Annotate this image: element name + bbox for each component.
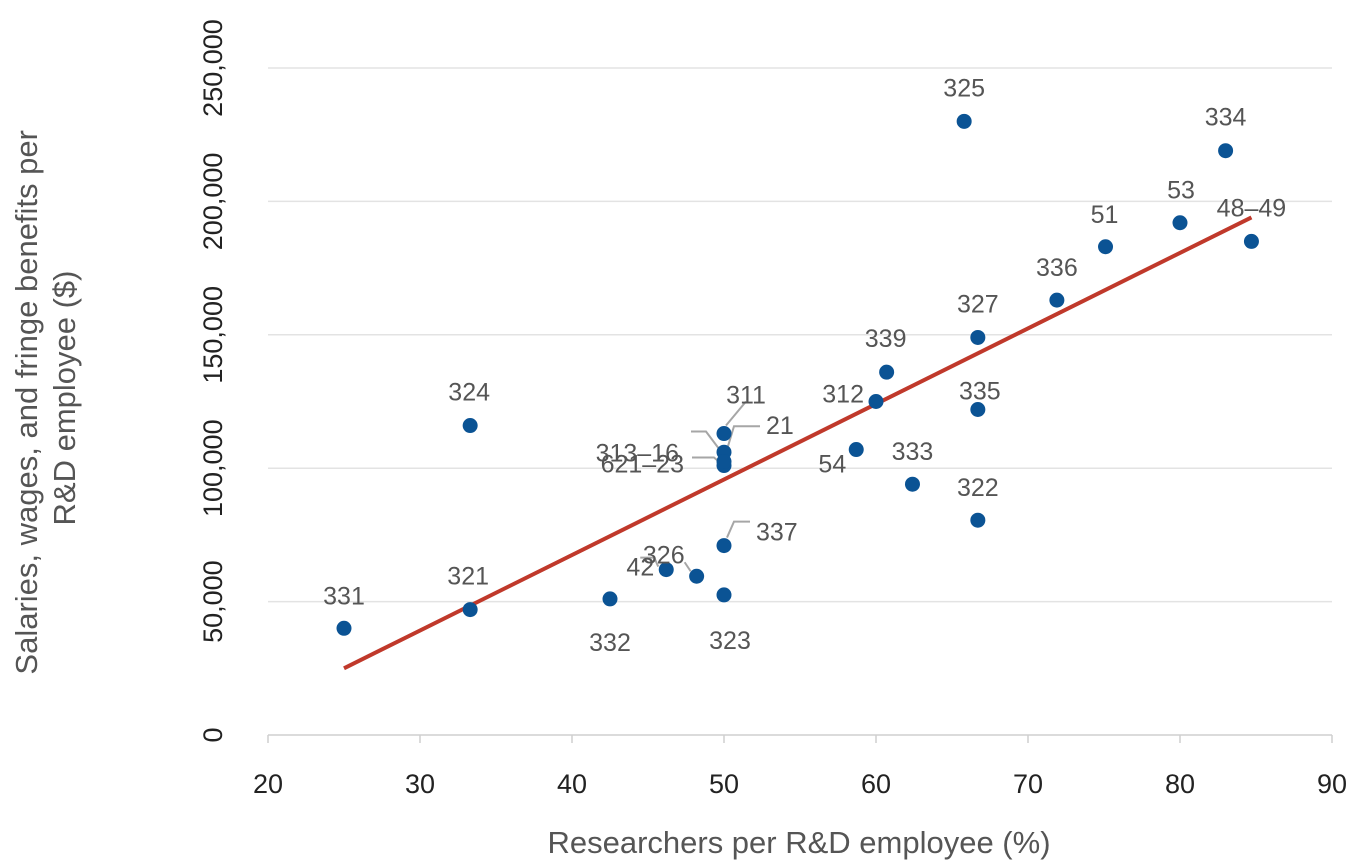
x-tick-label: 40 [557,769,587,799]
trendline [343,215,1253,671]
y-tick-label: 200,000 [198,153,228,251]
x-tick-label: 70 [1013,769,1043,799]
data-point [1172,215,1188,231]
gridlines [268,67,1332,603]
point-label: 54 [818,451,846,479]
point-label: 42 [626,554,654,582]
point-label: 324 [448,379,490,407]
point-label: 313–16 [596,440,679,468]
data-point [970,512,986,528]
data-point [879,364,895,380]
point-label: 21 [766,412,794,440]
point-label: 621–23 [601,451,684,479]
point-label: 332 [589,629,631,657]
leader-line [692,456,721,464]
data-point [956,113,972,129]
data-point [904,476,920,492]
point-label: 311 [726,382,766,410]
data-point [602,591,618,607]
point-label: 334 [1205,104,1247,132]
point-label: 326 [643,541,685,569]
point-label: 327 [957,290,999,318]
data-points [336,113,1259,636]
data-point [716,426,732,442]
x-tick-label: 20 [253,769,283,799]
data-point [1049,292,1065,308]
y-tick-label: 50,000 [198,560,228,643]
data-point [716,587,732,603]
point-label: 325 [943,74,985,102]
data-point [1243,233,1259,249]
data-point [336,620,352,636]
x-tick-label: 80 [1165,769,1195,799]
y-tick-label: 0 [198,727,228,742]
y-tick-label: 150,000 [198,286,228,384]
point-label: 336 [1036,254,1078,282]
x-tick-label: 90 [1317,769,1347,799]
x-axis-title: Researchers per R&D employee (%) [547,825,1050,860]
data-point [848,442,864,458]
y-axis-title-line-2: R&D employee ($) [47,271,82,526]
leader-line [725,400,747,427]
x-tick-label: 30 [405,769,435,799]
point-label: 337 [756,519,798,547]
point-label: 48–49 [1217,194,1287,222]
data-point [462,418,478,434]
x-tick-label: 50 [709,769,739,799]
y-axis-title: Salaries, wages, and fringe benefits per… [9,121,82,674]
point-label: 51 [1091,201,1119,229]
data-point [970,402,986,418]
y-tick-labels: 0 50,000 100,000 150,000 200,000 250,000 [198,19,228,742]
data-point [1098,239,1114,255]
data-point [868,394,884,409]
leader-line [691,430,722,453]
point-label: 312 [822,381,864,409]
leader-line [683,561,692,572]
leader-line [726,520,750,538]
point-label: 321 [447,563,489,591]
data-point [716,454,732,470]
leader-lines [640,400,760,572]
data-point [970,329,986,345]
leader-line [640,556,660,567]
leader-line [727,425,760,447]
y-axis-title-line-1: Salaries, wages, and fringe benefits per [9,130,44,675]
point-label: 323 [709,627,751,655]
data-point [716,538,732,554]
data-point [462,602,478,618]
point-label: 335 [959,378,1001,406]
y-tick-label: 100,000 [198,419,228,517]
point-label: 333 [892,438,934,466]
x-tick-labels: 20 30 40 50 60 70 80 90 [253,769,1347,799]
axes [267,734,1333,743]
y-tick-label: 250,000 [198,19,228,117]
point-label: 322 [957,474,999,502]
trendline-group [343,215,1253,671]
point-label: 331 [323,582,365,610]
data-point [658,562,674,578]
data-point [689,568,705,584]
data-point [1218,143,1234,159]
point-label: 339 [865,325,907,353]
x-tick-label: 60 [861,769,891,799]
point-label: 53 [1167,177,1195,205]
